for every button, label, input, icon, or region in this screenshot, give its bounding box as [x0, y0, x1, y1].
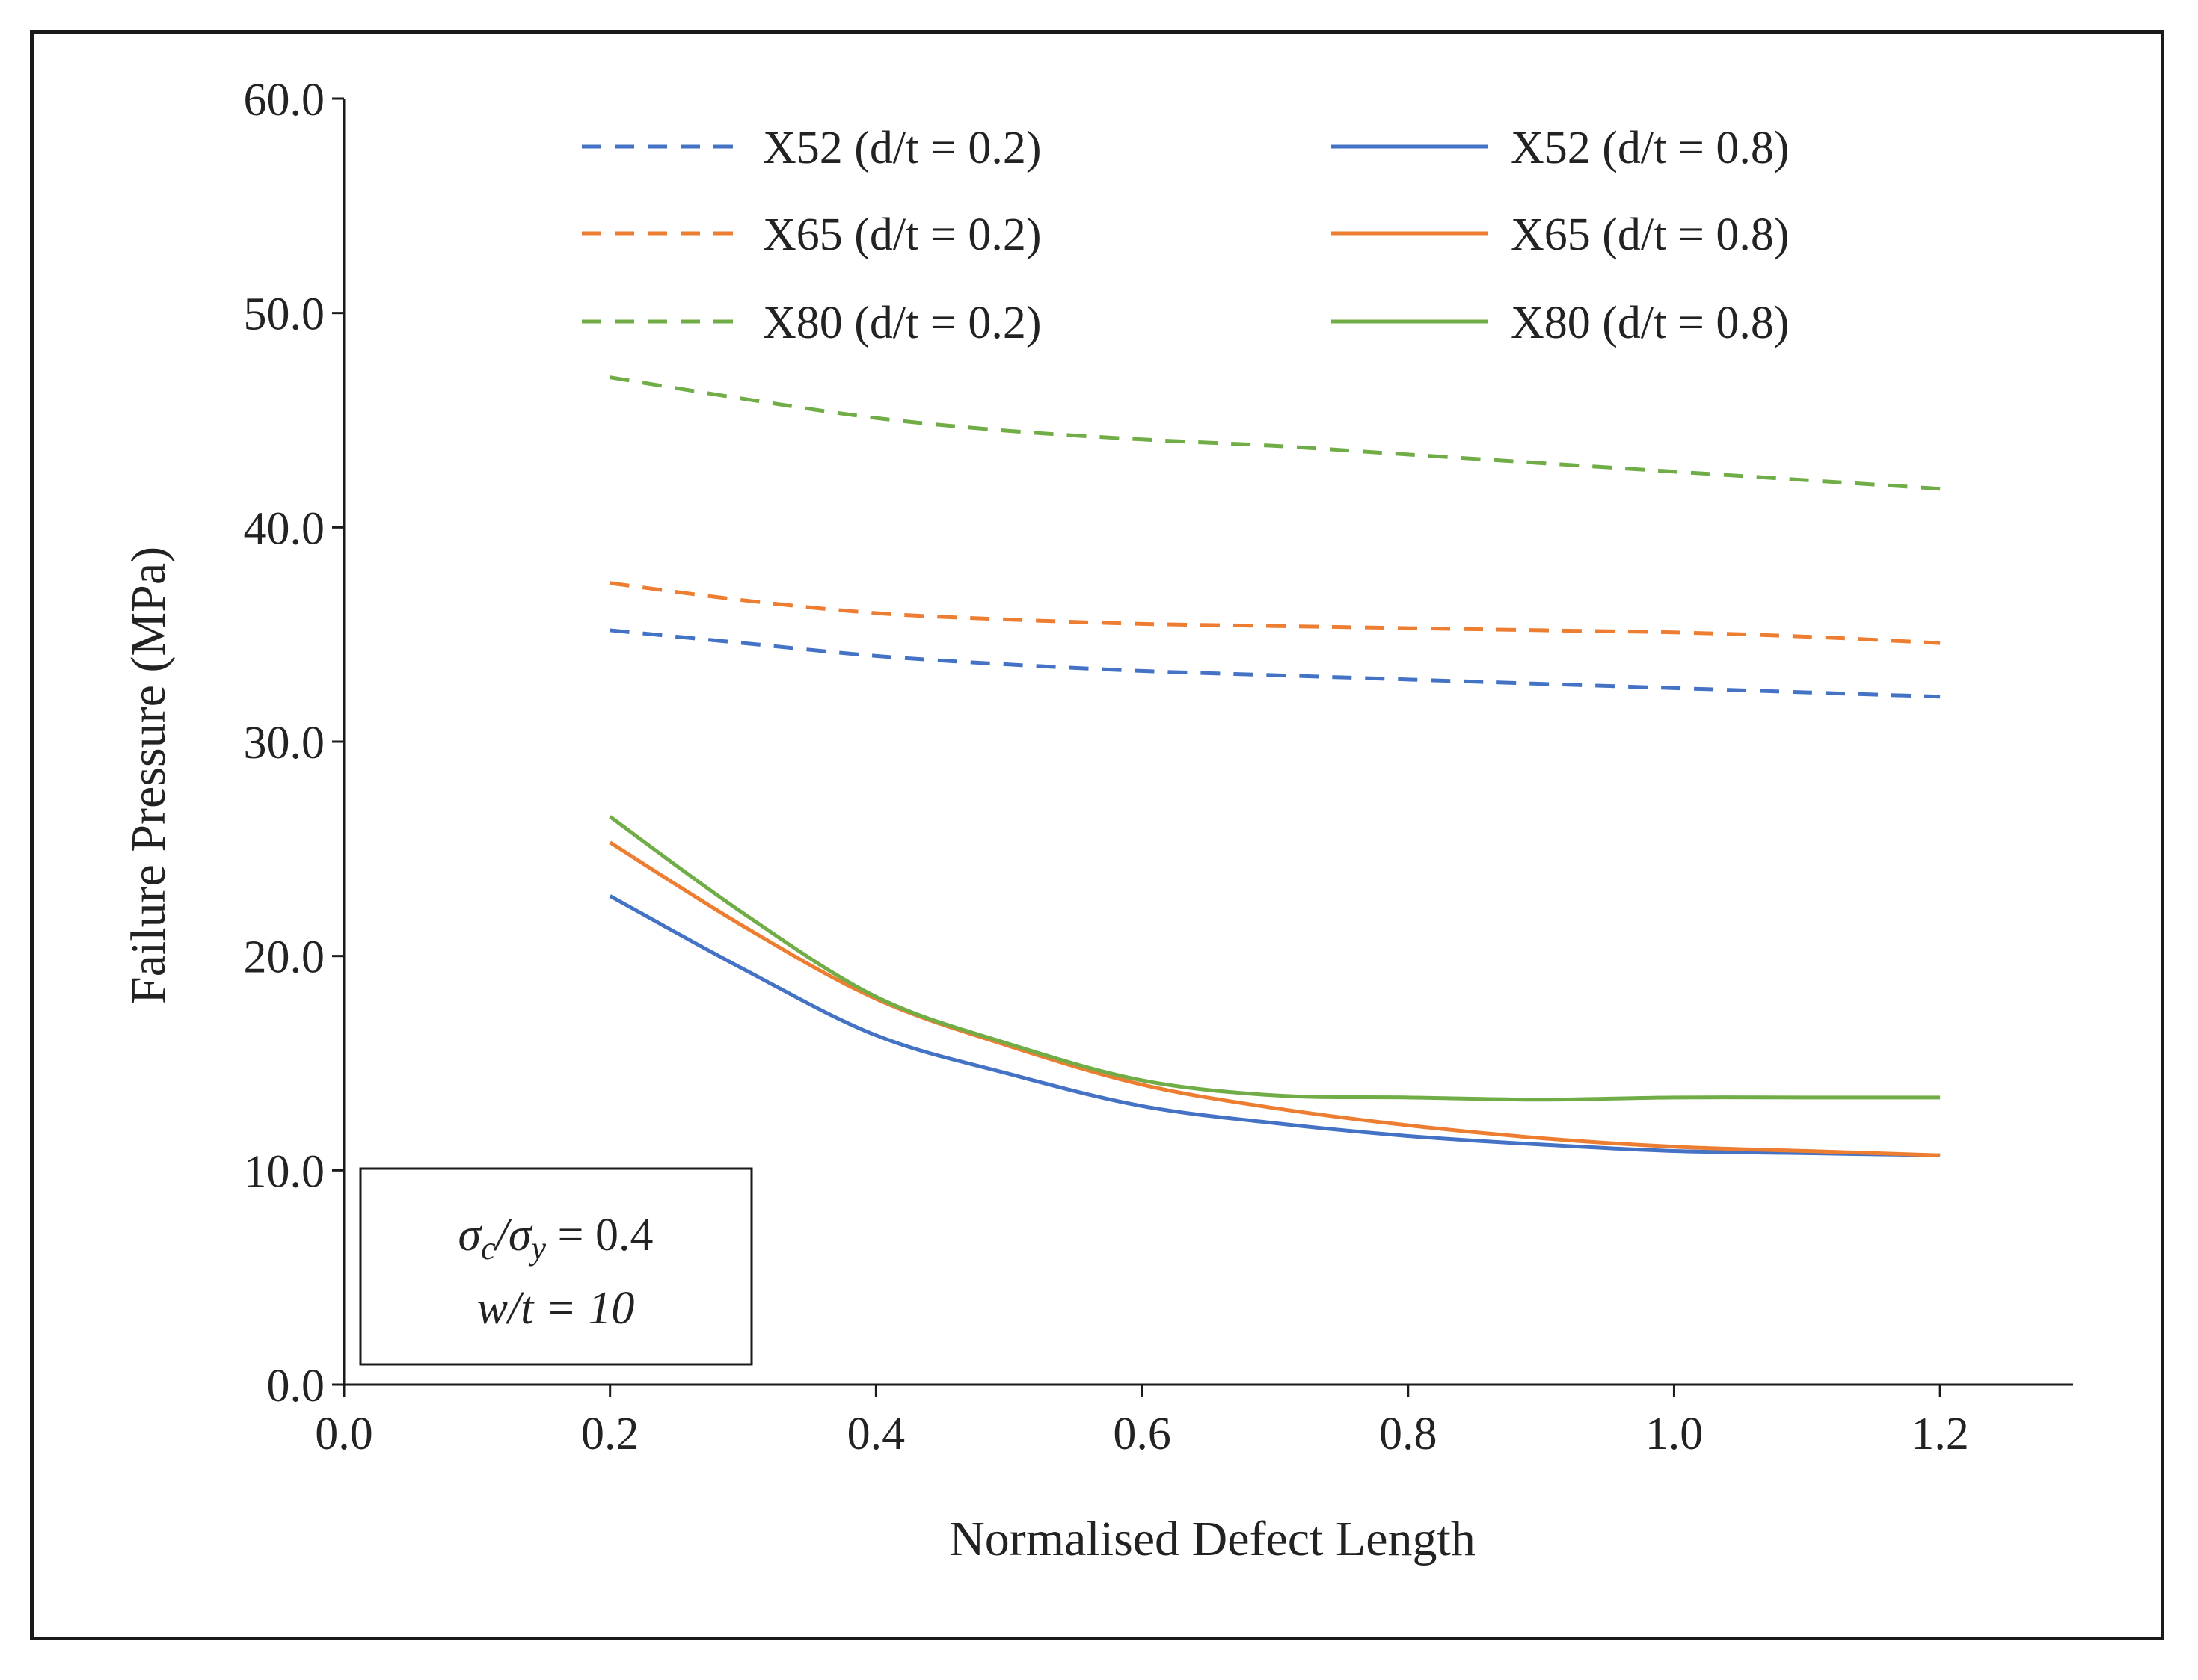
- annotation-box: σc/σy = 0.4 w/t = 10: [359, 1167, 753, 1366]
- x-tick-label: 1.0: [1645, 1409, 1704, 1459]
- series-5-point: [1940, 1097, 1941, 1098]
- y-tick-label: 20.0: [244, 932, 325, 983]
- series-1-point: [1009, 619, 1010, 620]
- series-0-point: [1807, 692, 1808, 693]
- y-axis-title: Failure Pressure (MPa): [121, 547, 176, 1004]
- series-1-point: [1274, 626, 1275, 627]
- x-tick-label: 0.4: [847, 1409, 906, 1459]
- x-tick-label: 0.0: [315, 1409, 373, 1459]
- legend-label-3: X52 (d/t = 0.8): [1511, 123, 1789, 173]
- annotation-width-ratio: w/t = 10: [477, 1283, 635, 1334]
- series-line-2: [610, 375, 1941, 491]
- series-4-point: [1940, 1155, 1941, 1156]
- series-1-point: [1940, 643, 1941, 644]
- series-0-point: [1407, 679, 1408, 680]
- y-tick-label: 30.0: [244, 718, 325, 769]
- axes: 0.0 10.0 20.0 30.0 40.0 50.0 60.0 0.0 0.2 0.4 0.6 0…: [244, 75, 2073, 1459]
- series-1-point: [1807, 636, 1808, 637]
- legend-label-5: X80 (d/t = 0.8): [1511, 298, 1789, 348]
- series-0-point: [1940, 696, 1941, 697]
- x-tick-label: 0.8: [1379, 1409, 1437, 1459]
- annotation-border: [359, 1167, 753, 1366]
- series-layer: [609, 375, 1941, 1157]
- series-2-point: [1142, 439, 1143, 440]
- legend: X52 (d/t = 0.2) X65 (d/t = 0.2) X80 (d/t =…: [582, 123, 1789, 348]
- x-tick-label: 0.2: [581, 1409, 639, 1459]
- series-0-point: [1274, 675, 1275, 676]
- series-5-point: [1407, 1097, 1408, 1098]
- series-line-0: [610, 628, 1941, 699]
- series-3-point: [1274, 1123, 1275, 1124]
- series-3-point: [1807, 1153, 1808, 1154]
- series-4-point: [1142, 1084, 1143, 1085]
- x-tick-label: 0.6: [1113, 1409, 1171, 1459]
- y-tick-label: 0.0: [267, 1361, 325, 1412]
- series-line-4: [609, 840, 1941, 1157]
- series-line-3: [609, 894, 1941, 1157]
- series-4-point: [1407, 1125, 1408, 1126]
- legend-label-0: X52 (d/t = 0.2): [763, 123, 1041, 173]
- series-line-1: [610, 581, 1941, 645]
- series-3-point: [1142, 1106, 1143, 1107]
- y-tick-label: 50.0: [244, 289, 325, 340]
- series-2-point: [876, 418, 877, 419]
- chart-frame: [30, 30, 2164, 1640]
- y-tick-label: 40.0: [244, 503, 325, 554]
- series-line-5: [609, 815, 1941, 1102]
- series-0-point: [1009, 664, 1010, 665]
- series-5-point: [1807, 1097, 1808, 1098]
- series-1-point: [876, 613, 877, 614]
- y-tick-label: 10.0: [244, 1146, 325, 1197]
- series-5-point: [1274, 1095, 1275, 1096]
- x-axis-title: Normalised Defect Length: [949, 1512, 1476, 1566]
- series-1-point: [1407, 628, 1408, 629]
- legend-label-4: X65 (d/t = 0.8): [1511, 209, 1789, 260]
- series-3-point: [876, 1035, 877, 1036]
- annotation-ratio: σc/σy = 0.4: [458, 1210, 654, 1267]
- x-tick-label: 1.2: [1911, 1409, 1969, 1459]
- legend-label-2: X80 (d/t = 0.2): [763, 298, 1041, 348]
- y-tick-label: 60.0: [244, 75, 325, 126]
- series-2-point: [1807, 480, 1808, 481]
- legend-label-1: X65 (d/t = 0.2): [763, 209, 1041, 260]
- series-2-point: [1940, 488, 1941, 489]
- series-2-point: [1407, 454, 1408, 455]
- series-4-point: [1274, 1108, 1275, 1109]
